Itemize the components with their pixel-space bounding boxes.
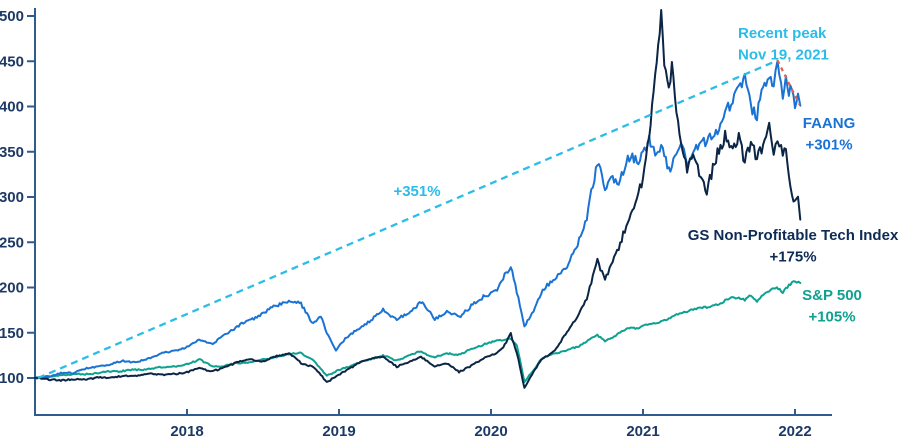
trend-gain-label: +351% xyxy=(393,183,440,200)
y-tick-label: 300 xyxy=(0,189,24,206)
y-tick-label: 200 xyxy=(0,280,24,297)
series-line-faang xyxy=(34,60,802,379)
y-tick-label: 450 xyxy=(0,53,24,70)
gs-npt-label-line1: GS Non-Profitable Tech Index xyxy=(688,227,899,244)
series-line-s-p-500 xyxy=(34,280,802,383)
faang-label-line2: +301% xyxy=(805,137,852,154)
x-tick-label: 2021 xyxy=(626,423,659,440)
x-tick-label: 2018 xyxy=(170,423,203,440)
recent-peak-label-line1: Recent peak xyxy=(738,25,827,42)
sp500-label-line2: +105% xyxy=(808,309,855,326)
y-tick-label: 500 xyxy=(0,8,24,25)
y-tick-label: 400 xyxy=(0,99,24,116)
y-tick-label: 150 xyxy=(0,325,24,342)
x-tick-label: 2020 xyxy=(474,423,507,440)
recent-peak-label-line2: Nov 19, 2021 xyxy=(738,47,829,64)
peak-decline-dashed xyxy=(776,59,801,106)
sp500-label-line1: S&P 500 xyxy=(802,287,862,304)
y-tick-label: 250 xyxy=(0,234,24,251)
y-tick-label: 350 xyxy=(0,144,24,161)
series-line-gs-non-profitable-tech-index xyxy=(34,9,802,389)
gs-npt-label-line2: +175% xyxy=(769,249,816,266)
x-tick-label: 2022 xyxy=(778,423,811,440)
x-tick-label: 2019 xyxy=(322,423,355,440)
trendline-dashed xyxy=(37,59,778,380)
faang-label-line1: FAANG xyxy=(803,115,856,132)
y-tick-label: 100 xyxy=(0,370,24,387)
